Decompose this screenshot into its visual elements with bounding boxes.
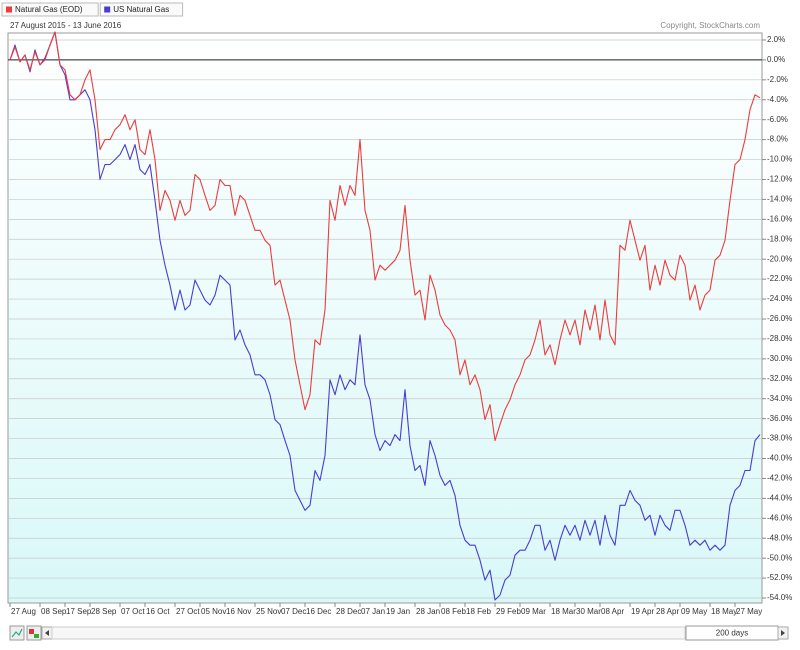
y-tick-label: -22.0% bbox=[767, 274, 792, 283]
x-tick-label: 27 Aug bbox=[11, 607, 36, 616]
style-icon bbox=[34, 634, 39, 638]
x-tick-label: 25 Nov bbox=[256, 607, 281, 616]
x-tick-label: 28 Dec bbox=[336, 607, 361, 616]
x-tick-label: 17 Sep bbox=[66, 607, 92, 616]
x-tick-label: 30 Mar bbox=[576, 607, 601, 616]
y-tick-label: 2.0% bbox=[767, 35, 785, 44]
y-tick-label: -4.0% bbox=[767, 95, 788, 104]
series-line bbox=[9, 31, 761, 601]
y-tick-label: 0.0% bbox=[767, 55, 785, 64]
x-tick-label: 19 Jan bbox=[386, 607, 410, 616]
x-tick-label: 07 Oct bbox=[121, 607, 145, 616]
y-tick-label: -42.0% bbox=[767, 474, 792, 483]
controls: 200 days bbox=[9, 625, 789, 641]
x-tick-label: 08 Sep bbox=[41, 607, 67, 616]
y-tick-label: -14.0% bbox=[767, 195, 792, 204]
subtitle: 27 August 2015 - 13 June 2016 bbox=[10, 21, 122, 30]
y-tick-label: -40.0% bbox=[767, 454, 792, 463]
y-tick-label: -6.0% bbox=[767, 115, 788, 124]
y-tick-label: -36.0% bbox=[767, 414, 792, 423]
x-tick-label: 18 Mar bbox=[551, 607, 576, 616]
x-tick-label: 18 Feb bbox=[466, 607, 491, 616]
y-tick-label: -20.0% bbox=[767, 254, 792, 263]
arrow-right bbox=[781, 630, 785, 636]
y-tick-label: -18.0% bbox=[767, 234, 792, 243]
scroll-track[interactable] bbox=[51, 626, 686, 640]
y-tick-label: -28.0% bbox=[767, 334, 792, 343]
y-tick-label: -50.0% bbox=[767, 553, 792, 562]
y-tick-label: -34.0% bbox=[767, 394, 792, 403]
x-tick-label: 19 Apr bbox=[631, 607, 654, 616]
y-tick-label: -52.0% bbox=[767, 573, 792, 582]
legend-box bbox=[1, 2, 99, 17]
y-tick-label: -38.0% bbox=[767, 434, 792, 443]
range-label: 200 days bbox=[716, 629, 748, 638]
x-tick-label: 29 Feb bbox=[496, 607, 521, 616]
x-tick-label: 07 Dec bbox=[281, 607, 306, 616]
axes: 2.0% 0.0% -2.0% -4.0% -6.0% -8.0% -10.0% -12.0%… bbox=[9, 35, 792, 616]
x-tick-label: 28 Apr bbox=[656, 607, 679, 616]
y-tick-label: -48.0% bbox=[767, 533, 792, 542]
x-tick-label: 09 May bbox=[681, 607, 707, 616]
legend-label: Natural Gas (EOD) bbox=[15, 5, 83, 14]
legend-box bbox=[99, 2, 184, 17]
y-tick-label: -30.0% bbox=[767, 354, 792, 363]
style-icon bbox=[29, 629, 34, 634]
source: Copyright, StockCharts.com bbox=[660, 21, 760, 30]
y-tick-label: -10.0% bbox=[767, 155, 792, 164]
y-tick-label: -26.0% bbox=[767, 314, 792, 323]
legend: Natural Gas (EOD) US Natural Gas bbox=[1, 2, 184, 17]
x-tick-label: 28 Jan bbox=[416, 607, 440, 616]
y-tick-label: -12.0% bbox=[767, 175, 792, 184]
lines bbox=[9, 31, 761, 601]
series-line bbox=[9, 31, 761, 442]
x-tick-label: 16 Nov bbox=[226, 607, 251, 616]
y-tick-label: -8.0% bbox=[767, 135, 788, 144]
x-tick-label: 18 May bbox=[711, 607, 737, 616]
x-tick-label: 16 Dec bbox=[306, 607, 331, 616]
y-tick-label: -46.0% bbox=[767, 513, 792, 522]
x-tick-label: 08 Apr bbox=[601, 607, 624, 616]
chart-type-icon bbox=[11, 628, 23, 638]
x-tick-label: 28 Sep bbox=[91, 607, 117, 616]
x-tick-label: 05 Nov bbox=[201, 607, 226, 616]
y-tick-label: -54.0% bbox=[767, 593, 792, 602]
legend-label: US Natural Gas bbox=[113, 5, 169, 14]
x-tick-label: 07 Jan bbox=[361, 607, 385, 616]
legend-swatch bbox=[6, 6, 12, 13]
arrow-left bbox=[45, 630, 49, 636]
x-tick-label: 27 Oct bbox=[176, 607, 200, 616]
x-tick-label: 16 Oct bbox=[146, 607, 170, 616]
y-tick-label: -24.0% bbox=[767, 294, 792, 303]
y-tick-label: -32.0% bbox=[767, 374, 792, 383]
legend-swatch bbox=[104, 6, 111, 13]
y-tick-label: -2.0% bbox=[767, 75, 788, 84]
y-tick-label: -44.0% bbox=[767, 493, 792, 502]
grid bbox=[8, 39, 762, 599]
plot-area bbox=[7, 32, 763, 604]
x-tick-label: 27 May bbox=[736, 607, 762, 616]
y-tick-label: -16.0% bbox=[767, 214, 792, 223]
x-tick-label: 09 Mar bbox=[521, 607, 546, 616]
x-tick-label: 08 Feb bbox=[441, 607, 466, 616]
